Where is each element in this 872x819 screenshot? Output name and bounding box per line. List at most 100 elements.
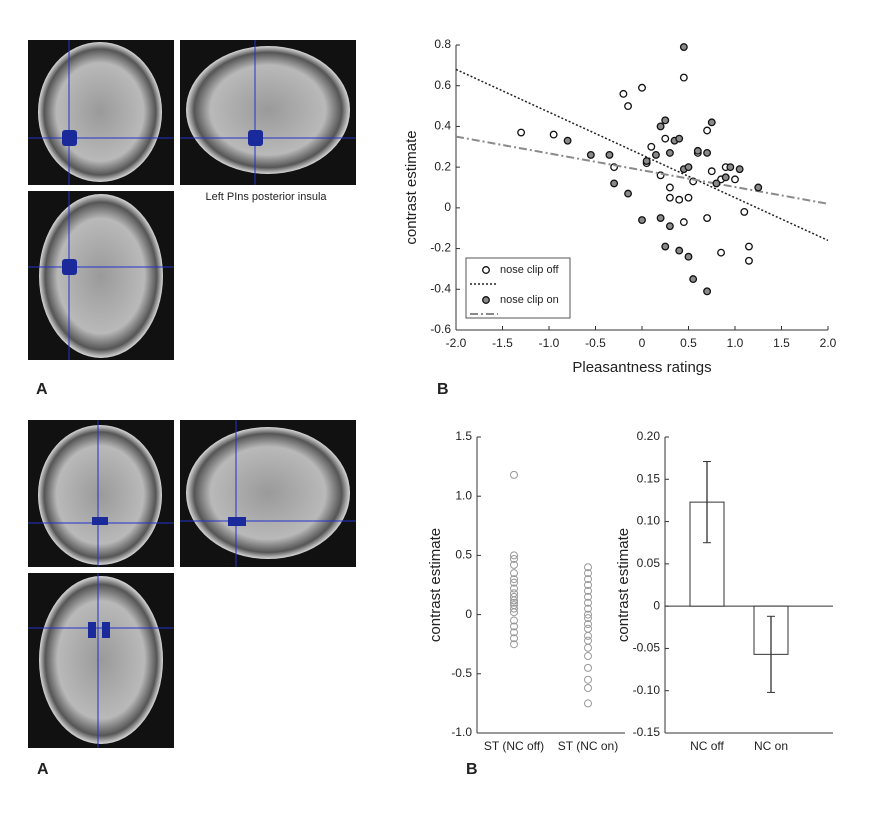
point <box>684 193 693 202</box>
point <box>610 179 619 188</box>
point <box>703 126 712 135</box>
x-tick-label: 2.0 <box>820 336 837 350</box>
y-tick-label: -0.15 <box>633 725 661 739</box>
y-tick-label: 0.8 <box>434 37 451 51</box>
point <box>624 102 632 111</box>
point <box>717 248 725 257</box>
point <box>624 189 632 198</box>
panel-label: B <box>466 761 478 778</box>
point <box>584 581 592 589</box>
point <box>707 118 716 127</box>
point <box>665 222 674 231</box>
point <box>703 287 712 296</box>
x-tick-label: 1.0 <box>727 336 744 350</box>
panel-label: A <box>37 761 49 778</box>
point <box>642 157 651 165</box>
y-tick-label: -0.2 <box>430 241 451 255</box>
point <box>684 163 693 172</box>
x-tick-label: 0 <box>639 336 646 350</box>
point <box>684 252 693 261</box>
point <box>665 193 674 202</box>
point <box>638 216 646 225</box>
x-tick-label: -1.0 <box>539 336 560 350</box>
y-tick-label: 0.10 <box>637 514 661 528</box>
y-tick-label: 0 <box>653 598 660 612</box>
point <box>665 183 674 192</box>
legend-label: nose clip on <box>500 294 559 306</box>
point <box>584 636 592 645</box>
y-tick-label: -0.6 <box>430 322 451 336</box>
x-tick-label: -2.0 <box>446 336 467 350</box>
point <box>584 663 592 672</box>
point <box>707 167 716 176</box>
point <box>647 142 656 151</box>
legend-marker <box>482 266 490 274</box>
y-axis-label: contrast estimate <box>403 130 420 244</box>
x-tick-label: ST (NC off) <box>484 739 544 753</box>
point <box>510 596 518 605</box>
point <box>584 643 592 652</box>
x-axis-label: Pleasantness ratings <box>572 359 711 376</box>
point <box>586 150 595 159</box>
y-tick-label: -0.5 <box>451 666 472 680</box>
point <box>510 551 518 560</box>
point <box>679 218 688 227</box>
point <box>721 173 730 182</box>
point <box>510 578 518 587</box>
x-tick-label: -1.5 <box>492 336 513 350</box>
point <box>510 622 518 631</box>
point <box>510 584 518 593</box>
point <box>661 116 670 125</box>
x-tick-label: -0.5 <box>585 336 606 350</box>
point <box>510 554 518 563</box>
point <box>584 620 592 629</box>
point <box>652 150 660 159</box>
point <box>638 83 646 92</box>
point <box>510 598 518 607</box>
panel-label: B <box>437 381 449 398</box>
panel-label: A <box>36 381 48 398</box>
point <box>584 575 592 584</box>
point <box>712 179 721 188</box>
point <box>605 150 614 159</box>
point <box>584 675 592 684</box>
trend-line <box>455 135 829 205</box>
point <box>661 242 670 251</box>
y-tick-label: -0.10 <box>633 683 661 697</box>
point <box>745 256 753 265</box>
point <box>510 470 518 479</box>
y-axis-label: contrast estimate <box>427 528 444 642</box>
point <box>754 183 763 192</box>
x-tick-label: 0.5 <box>680 336 697 350</box>
point <box>584 610 592 619</box>
point <box>584 631 592 640</box>
y-tick-label: 0.20 <box>637 429 661 443</box>
point <box>584 699 592 708</box>
y-tick-label: 1.0 <box>455 488 472 502</box>
brain-images <box>28 40 356 748</box>
y-tick-label: -0.4 <box>430 281 451 295</box>
point <box>549 130 558 139</box>
point <box>731 175 739 184</box>
point <box>584 652 592 661</box>
point <box>675 195 684 204</box>
point <box>510 608 518 617</box>
y-axis-label: contrast estimate <box>615 528 632 642</box>
point <box>510 575 518 584</box>
point <box>584 624 592 633</box>
point <box>726 163 735 172</box>
point <box>665 148 674 157</box>
point <box>510 640 518 649</box>
point <box>584 592 592 601</box>
point <box>735 165 744 174</box>
point <box>656 122 665 131</box>
y-tick-label: 1.5 <box>455 429 472 443</box>
point <box>510 628 518 637</box>
point <box>745 242 753 251</box>
y-tick-label: 0.6 <box>434 78 451 92</box>
point <box>703 214 712 222</box>
y-tick-label: 0.4 <box>434 119 451 133</box>
point <box>510 560 518 569</box>
point <box>584 586 592 595</box>
